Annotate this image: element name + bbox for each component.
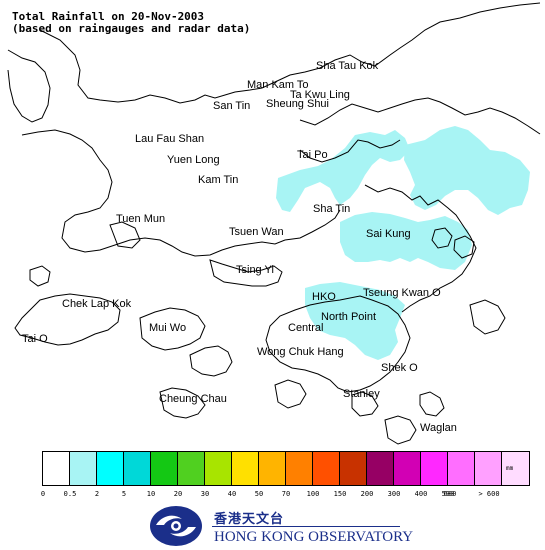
legend-tick-label: 30	[200, 490, 210, 498]
legend-swatch	[43, 452, 70, 485]
legend-tick-label: 500	[441, 490, 455, 498]
organization-name-en: HONG KONG OBSERVATORY	[214, 529, 414, 545]
place-label: Cheung Chau	[159, 393, 227, 405]
place-label: Sha Tau Kok	[316, 60, 379, 72]
legend-swatch	[340, 452, 367, 485]
legend-swatch	[97, 452, 124, 485]
place-label: San Tin	[213, 100, 251, 112]
legend-tick-label: 0.5	[63, 490, 77, 498]
place-label: Tsing Yi	[236, 264, 274, 276]
legend-tick-label: 200	[360, 490, 374, 498]
legend-tick-label: 20	[173, 490, 183, 498]
legend-swatch	[448, 452, 475, 485]
place-label: Tseung Kwan O	[363, 287, 441, 299]
map-subtitle: (based on raingauges and radar data)	[12, 22, 251, 35]
place-label: Lau Fau Shan	[135, 133, 205, 145]
legend-tick-label: 0	[40, 490, 46, 498]
legend-swatch	[286, 452, 313, 485]
place-label: Ta Kwu Ling	[290, 89, 350, 101]
legend-tick-label: 10	[146, 490, 156, 498]
legend-swatch	[259, 452, 286, 485]
legend-tick-label: > 600	[478, 490, 500, 498]
legend-tick-label: 150	[333, 490, 347, 498]
place-label: Tsuen Wan	[229, 226, 284, 238]
organization-divider	[212, 526, 400, 527]
place-label: Shek O	[381, 362, 418, 374]
legend-unit: mm	[506, 465, 514, 472]
place-label: Sheung Shui	[266, 98, 329, 110]
rainfall-legend	[42, 451, 530, 486]
legend-swatch	[70, 452, 97, 485]
legend-tick-label: 5	[121, 490, 127, 498]
place-label: Tuen Mun	[116, 213, 166, 225]
legend-swatch	[178, 452, 205, 485]
legend-tick-label: 400	[414, 490, 428, 498]
legend-tick-label: 600	[443, 490, 457, 498]
map-title: Total Rainfall on 20-Nov-2003	[12, 10, 205, 23]
legend-tick-label: 50	[254, 490, 264, 498]
legend-swatch	[313, 452, 340, 485]
legend-swatch	[151, 452, 178, 485]
place-label: Wong Chuk Hang	[257, 346, 344, 358]
legend-tick-label: 70	[281, 490, 291, 498]
place-label: Sha Tin	[313, 203, 351, 215]
legend-swatch	[205, 452, 232, 485]
place-label: Sai Kung	[366, 228, 411, 240]
legend-tick-label: 2	[94, 490, 100, 498]
place-label: Waglan	[420, 422, 457, 434]
place-label: Tai Po	[297, 149, 328, 161]
place-label: Yuen Long	[167, 154, 220, 166]
place-label: HKO	[312, 291, 336, 303]
organization-name-zh: 香港天文台	[214, 512, 285, 527]
legend-swatch	[232, 452, 259, 485]
legend-tick-label: 40	[227, 490, 237, 498]
legend-swatch	[124, 452, 151, 485]
legend-tick-label: 300	[387, 490, 401, 498]
legend-swatch	[475, 452, 502, 485]
legend-swatch	[394, 452, 421, 485]
legend-swatch	[421, 452, 448, 485]
place-label: Central	[288, 322, 324, 334]
place-label: North Point	[321, 311, 377, 323]
place-label: Man Kam To	[247, 79, 309, 91]
legend-tick-label: 100	[306, 490, 320, 498]
place-label: Mui Wo	[149, 322, 187, 334]
observatory-logo-icon	[150, 506, 202, 546]
place-label: Chek Lap Kok	[62, 298, 132, 310]
place-label: Tai O	[22, 333, 48, 345]
legend-swatch	[367, 452, 394, 485]
rainfall-map	[7, 2, 541, 445]
place-label: Kam Tin	[198, 174, 239, 186]
legend-swatch	[502, 452, 529, 485]
place-label: Stanley	[343, 388, 380, 400]
coastline	[7, 2, 541, 445]
